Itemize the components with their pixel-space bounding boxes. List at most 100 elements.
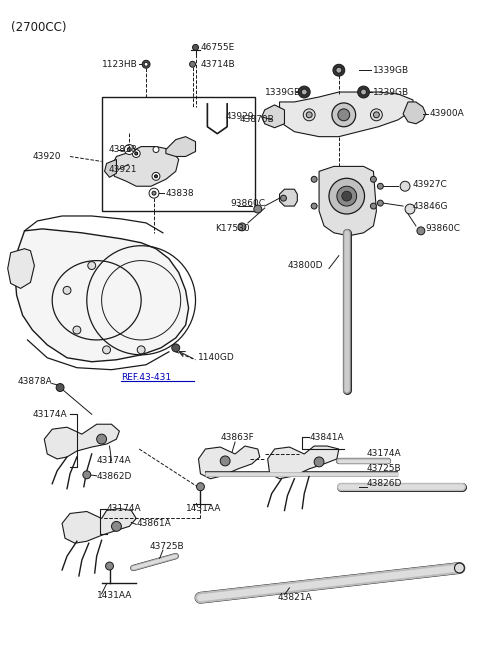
Circle shape bbox=[371, 176, 376, 182]
Circle shape bbox=[142, 61, 150, 68]
Text: 1123HB: 1123HB bbox=[102, 60, 137, 68]
Circle shape bbox=[298, 86, 310, 98]
Circle shape bbox=[172, 344, 180, 352]
Polygon shape bbox=[279, 92, 413, 136]
Circle shape bbox=[63, 287, 71, 295]
Text: 43878A: 43878A bbox=[18, 377, 52, 386]
Circle shape bbox=[254, 205, 262, 213]
Text: 43174A: 43174A bbox=[96, 456, 132, 466]
Circle shape bbox=[417, 227, 425, 235]
Bar bbox=[102, 97, 255, 211]
Circle shape bbox=[144, 63, 148, 66]
Text: 43174A: 43174A bbox=[107, 504, 141, 513]
Circle shape bbox=[333, 65, 345, 76]
Circle shape bbox=[360, 89, 367, 95]
Circle shape bbox=[371, 203, 376, 209]
Circle shape bbox=[336, 67, 342, 73]
Circle shape bbox=[220, 456, 230, 466]
Circle shape bbox=[83, 471, 91, 479]
Text: 43846G: 43846G bbox=[413, 201, 448, 211]
Text: 1431AA: 1431AA bbox=[186, 504, 221, 513]
Circle shape bbox=[280, 195, 287, 201]
Text: 43714B: 43714B bbox=[201, 60, 235, 68]
Text: 43725B: 43725B bbox=[367, 464, 401, 473]
Circle shape bbox=[106, 562, 113, 570]
Text: 43900A: 43900A bbox=[430, 109, 465, 118]
Text: (2700CC): (2700CC) bbox=[11, 21, 66, 34]
Circle shape bbox=[337, 186, 357, 206]
Text: 93860C: 93860C bbox=[426, 224, 461, 233]
Circle shape bbox=[88, 261, 96, 269]
Circle shape bbox=[137, 346, 145, 354]
Circle shape bbox=[314, 457, 324, 467]
Text: 43838: 43838 bbox=[108, 145, 137, 154]
Polygon shape bbox=[105, 160, 117, 178]
Polygon shape bbox=[14, 229, 189, 362]
Text: 43174A: 43174A bbox=[367, 450, 401, 458]
Text: 43863F: 43863F bbox=[220, 433, 254, 442]
Circle shape bbox=[377, 184, 384, 190]
Polygon shape bbox=[268, 446, 339, 479]
Text: 43927C: 43927C bbox=[413, 180, 448, 189]
Circle shape bbox=[127, 148, 131, 152]
Polygon shape bbox=[8, 249, 35, 289]
Text: K17530: K17530 bbox=[216, 224, 250, 233]
Circle shape bbox=[135, 152, 138, 155]
Text: 43841A: 43841A bbox=[309, 433, 344, 442]
Text: 1339GB: 1339GB bbox=[373, 66, 409, 74]
Text: 43920: 43920 bbox=[33, 152, 61, 161]
Circle shape bbox=[192, 45, 199, 51]
Circle shape bbox=[155, 175, 157, 178]
Polygon shape bbox=[403, 102, 426, 124]
Circle shape bbox=[301, 89, 307, 95]
Text: 43929: 43929 bbox=[225, 112, 253, 121]
Text: 43174A: 43174A bbox=[33, 410, 67, 419]
Circle shape bbox=[96, 434, 107, 444]
Circle shape bbox=[373, 112, 379, 118]
Text: 46755E: 46755E bbox=[201, 43, 235, 52]
Polygon shape bbox=[62, 509, 136, 543]
Circle shape bbox=[238, 223, 246, 231]
Circle shape bbox=[371, 109, 383, 121]
Circle shape bbox=[152, 192, 156, 195]
Circle shape bbox=[358, 86, 370, 98]
Text: 43800D: 43800D bbox=[288, 261, 323, 270]
Text: 1339GB: 1339GB bbox=[264, 88, 301, 96]
Text: 1431AA: 1431AA bbox=[96, 591, 132, 600]
Circle shape bbox=[152, 172, 160, 180]
Circle shape bbox=[311, 203, 317, 209]
Circle shape bbox=[149, 188, 159, 198]
Circle shape bbox=[306, 112, 312, 118]
Text: 1339GB: 1339GB bbox=[373, 88, 409, 96]
Circle shape bbox=[132, 150, 140, 158]
Text: 43725B: 43725B bbox=[149, 542, 184, 551]
Circle shape bbox=[338, 109, 350, 121]
Text: 43862D: 43862D bbox=[96, 472, 132, 481]
Circle shape bbox=[342, 192, 352, 201]
Circle shape bbox=[400, 182, 410, 192]
Circle shape bbox=[311, 176, 317, 182]
Circle shape bbox=[332, 103, 356, 127]
Text: 43821A: 43821A bbox=[277, 593, 312, 602]
Polygon shape bbox=[279, 190, 297, 206]
Text: REF.43-431: REF.43-431 bbox=[121, 373, 171, 382]
Text: 1140GD: 1140GD bbox=[197, 353, 234, 362]
Polygon shape bbox=[319, 166, 376, 236]
Circle shape bbox=[56, 384, 64, 392]
Circle shape bbox=[124, 144, 134, 154]
Circle shape bbox=[103, 346, 110, 354]
Text: 43870B: 43870B bbox=[240, 115, 275, 124]
Circle shape bbox=[329, 178, 364, 214]
Circle shape bbox=[455, 563, 464, 573]
Circle shape bbox=[303, 109, 315, 121]
Polygon shape bbox=[262, 105, 285, 128]
Circle shape bbox=[196, 483, 204, 491]
Polygon shape bbox=[44, 424, 120, 459]
Text: 43921: 43921 bbox=[108, 165, 137, 174]
Circle shape bbox=[377, 200, 384, 206]
Text: 43861A: 43861A bbox=[136, 519, 171, 528]
Circle shape bbox=[190, 61, 195, 67]
Polygon shape bbox=[111, 146, 179, 186]
Text: 93860C: 93860C bbox=[230, 199, 265, 207]
Circle shape bbox=[73, 326, 81, 334]
